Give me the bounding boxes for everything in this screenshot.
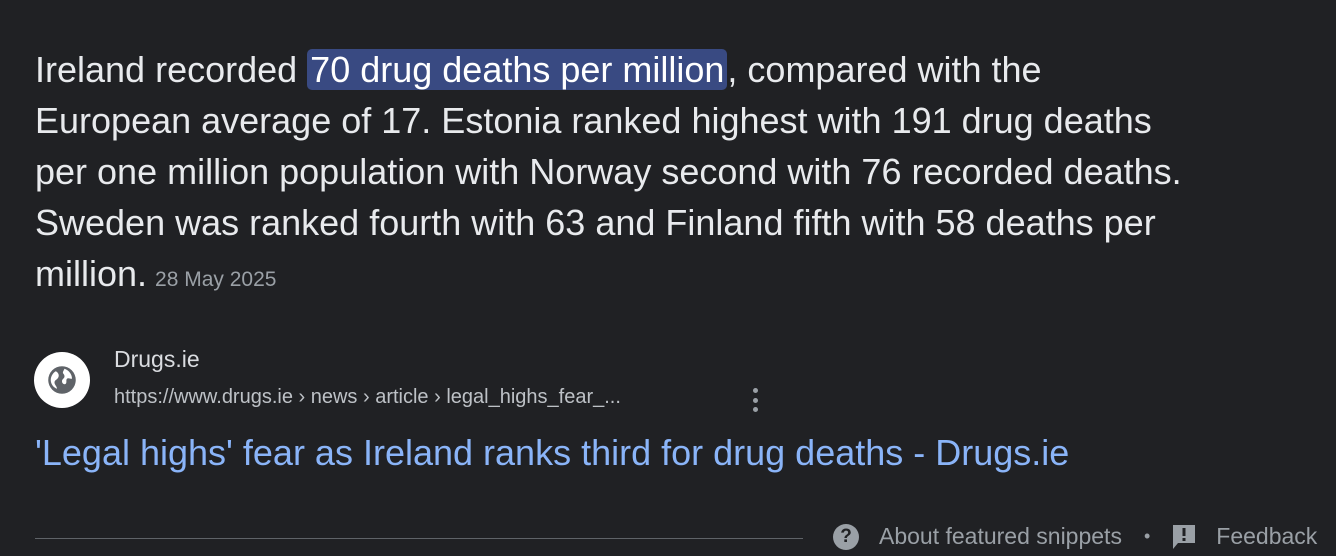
- snippet-text-line3: per one million population with Norway s…: [35, 151, 1182, 192]
- snippet-text-line2: European average of 17. Estonia ranked h…: [35, 100, 1152, 141]
- feedback-link[interactable]: Feedback: [1216, 523, 1318, 549]
- site-favicon[interactable]: [34, 352, 90, 408]
- snippet-text-line1-end: , compared with the: [727, 49, 1042, 90]
- breadcrumb-url[interactable]: https://www.drugs.ie › news › article › …: [114, 386, 621, 408]
- globe-icon: [48, 366, 76, 394]
- result-title-link[interactable]: 'Legal highs' fear as Ireland ranks thir…: [35, 432, 1070, 473]
- snippet-highlight: 70 drug deaths per million: [307, 49, 728, 90]
- snippet-footer: ? About featured snippets • Feedback: [833, 523, 1317, 550]
- about-featured-snippets-link[interactable]: About featured snippets: [879, 523, 1122, 549]
- separator: •: [1143, 526, 1151, 546]
- site-name[interactable]: Drugs.ie: [114, 346, 200, 372]
- featured-snippet-text: Ireland recorded 70 drug deaths per mill…: [35, 44, 1330, 305]
- help-icon[interactable]: ?: [833, 523, 859, 550]
- snippet-text-line5: million.: [35, 253, 148, 294]
- more-options-button[interactable]: [745, 386, 765, 414]
- divider: [35, 538, 803, 539]
- snippet-text-line4: Sweden was ranked fourth with 63 and Fin…: [35, 202, 1156, 243]
- more-vert-icon: [752, 388, 758, 393]
- snippet-text-start: Ireland recorded: [35, 49, 308, 90]
- feedback-icon[interactable]: [1172, 524, 1196, 550]
- snippet-date: 28 May 2025: [155, 268, 277, 291]
